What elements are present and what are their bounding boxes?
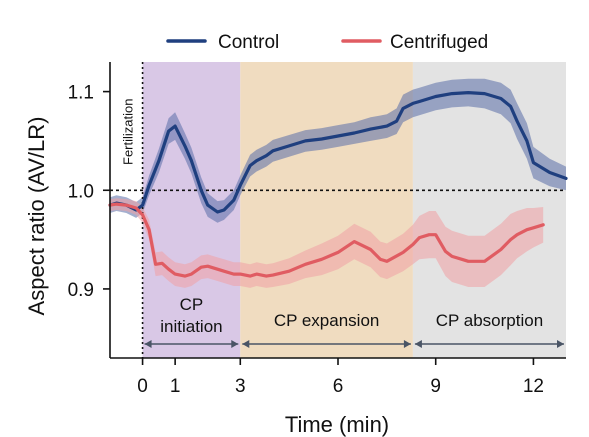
phase-arrow-head-right-1 xyxy=(403,340,411,348)
x-tick-label-1: 1 xyxy=(170,376,181,397)
x-axis-title: Time (min) xyxy=(285,412,389,437)
y-tick-label-1: 1.0 xyxy=(68,181,94,202)
series-line-control xyxy=(108,91,568,214)
phase-label-2-0: CP absorption xyxy=(436,311,543,330)
phase-arrow-head-left-1 xyxy=(242,340,250,348)
phase-arrow-head-right-2 xyxy=(557,340,564,348)
x-tick-label-5: 12 xyxy=(523,376,544,397)
series-band-centrifuged xyxy=(110,198,544,288)
phase-label-0-0: CP xyxy=(180,295,204,314)
phase-label-1-0: CP expansion xyxy=(274,311,380,330)
y-tick-label-0: 0.9 xyxy=(68,280,94,301)
phase-arrow-head-right-0 xyxy=(231,340,239,348)
y-axis-title: Aspect ratio (AV/LR) xyxy=(24,117,49,316)
phase-region-1 xyxy=(240,62,413,358)
phase-label-0-1: initiation xyxy=(160,317,222,336)
phase-arrow-head-left-2 xyxy=(414,340,422,348)
x-tick-label-0: 0 xyxy=(137,376,148,397)
y-tick-label-2: 1.1 xyxy=(68,83,94,104)
x-tick-label-2: 3 xyxy=(235,376,246,397)
legend-label-centrifuged: Centrifuged xyxy=(390,32,488,53)
series-line-centrifuged xyxy=(108,202,545,278)
phase-arrow-head-left-0 xyxy=(144,340,152,348)
x-tick-label-3: 6 xyxy=(333,376,344,397)
x-tick-label-4: 9 xyxy=(430,376,441,397)
fertilization-label: Fertilization xyxy=(121,99,136,165)
legend-label-control: Control xyxy=(218,32,279,53)
